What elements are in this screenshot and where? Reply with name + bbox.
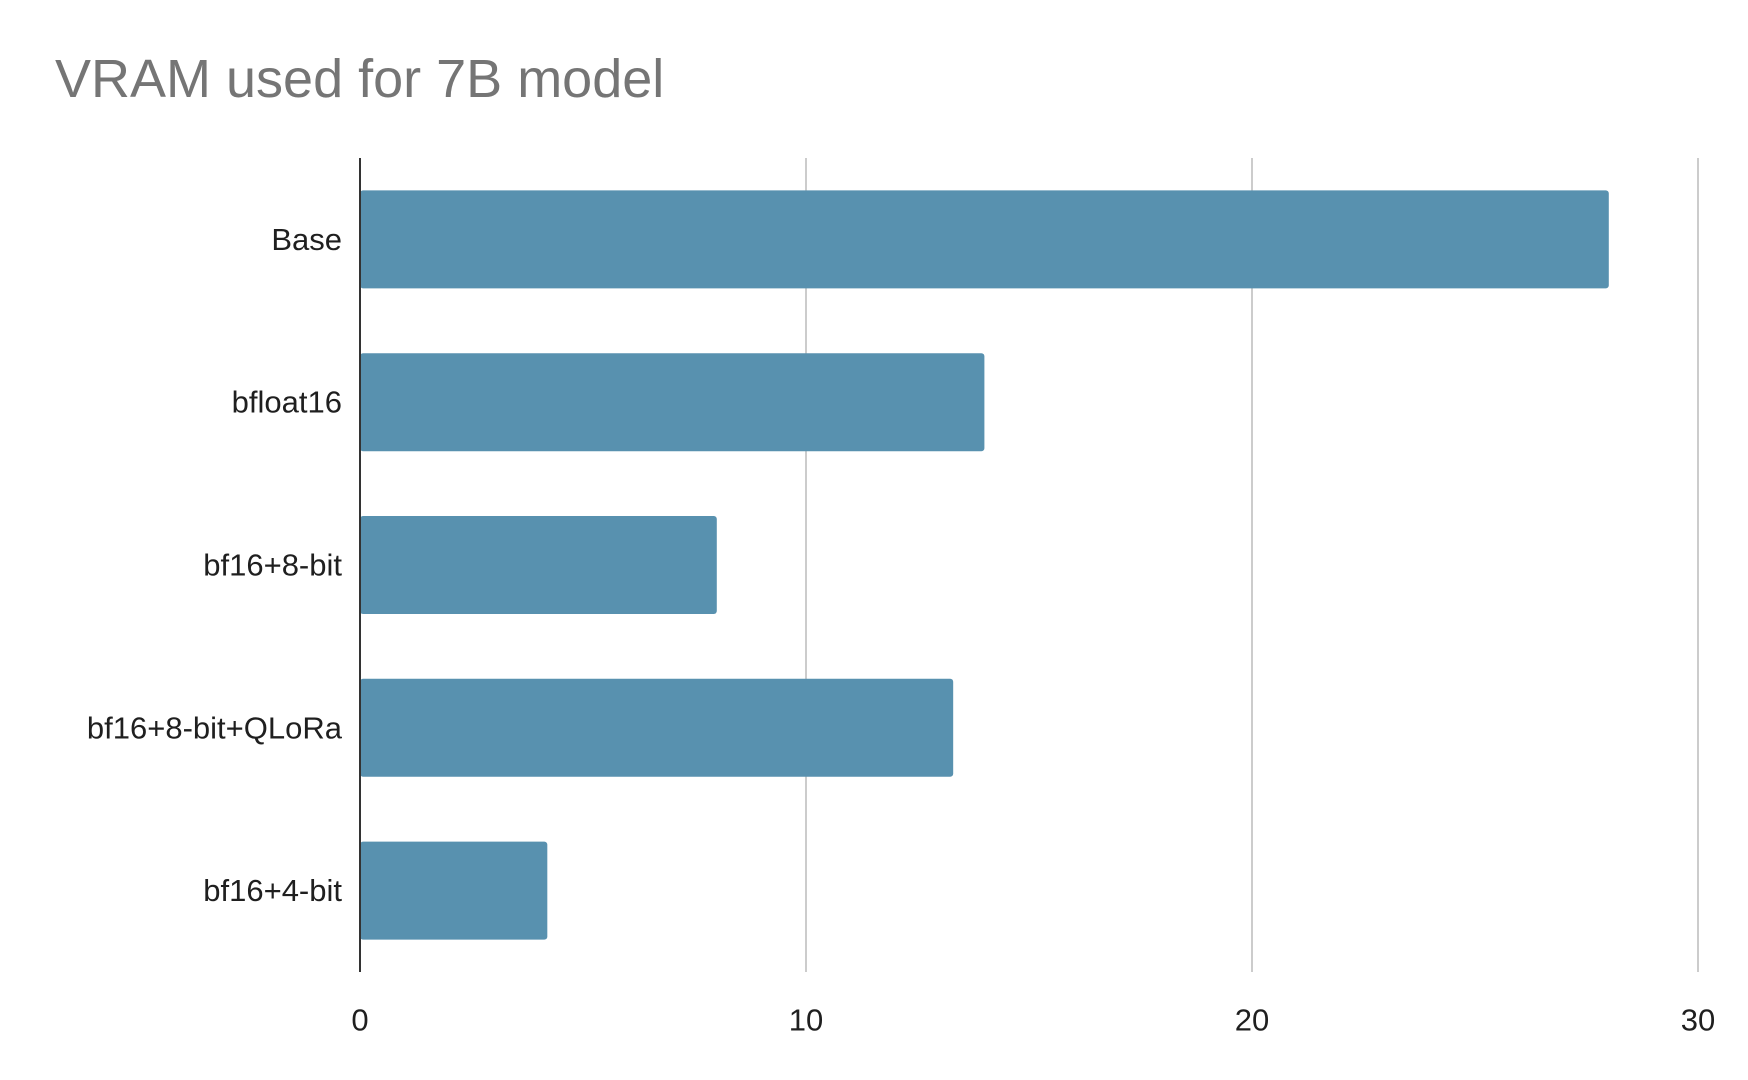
- gridlines: [805, 158, 1699, 972]
- x-tick-label-30: 30: [1681, 1003, 1715, 1038]
- bar-bf16-4-bit: [360, 841, 548, 940]
- category-label-base: Base: [271, 222, 342, 257]
- category-labels: Base bfloat16 bf16+8-bit bf16+8-bit+QLoRa bf…: [87, 222, 343, 908]
- bar-bf16-8-bit-qlora: [360, 678, 954, 777]
- category-label-bfloat16: bfloat16: [232, 385, 342, 420]
- category-label-bf16-8-bit: bf16+8-bit: [203, 548, 342, 583]
- x-tick-label-20: 20: [1235, 1003, 1269, 1038]
- bar-bf16-8-bit: [360, 516, 717, 614]
- chart-title: VRAM used for 7B model: [55, 49, 665, 109]
- bar-base: [360, 190, 1609, 289]
- x-tick-labels: 0 10 20 30: [351, 1003, 1715, 1038]
- category-label-bf16-4-bit: bf16+4-bit: [203, 873, 342, 908]
- x-tick-label-10: 10: [789, 1003, 823, 1038]
- category-label-bf16-8-bit-qlora: bf16+8-bit+QLoRa: [87, 710, 343, 745]
- x-tick-label-0: 0: [351, 1003, 368, 1038]
- bars: [360, 190, 1609, 940]
- bar-bfloat16: [360, 353, 985, 452]
